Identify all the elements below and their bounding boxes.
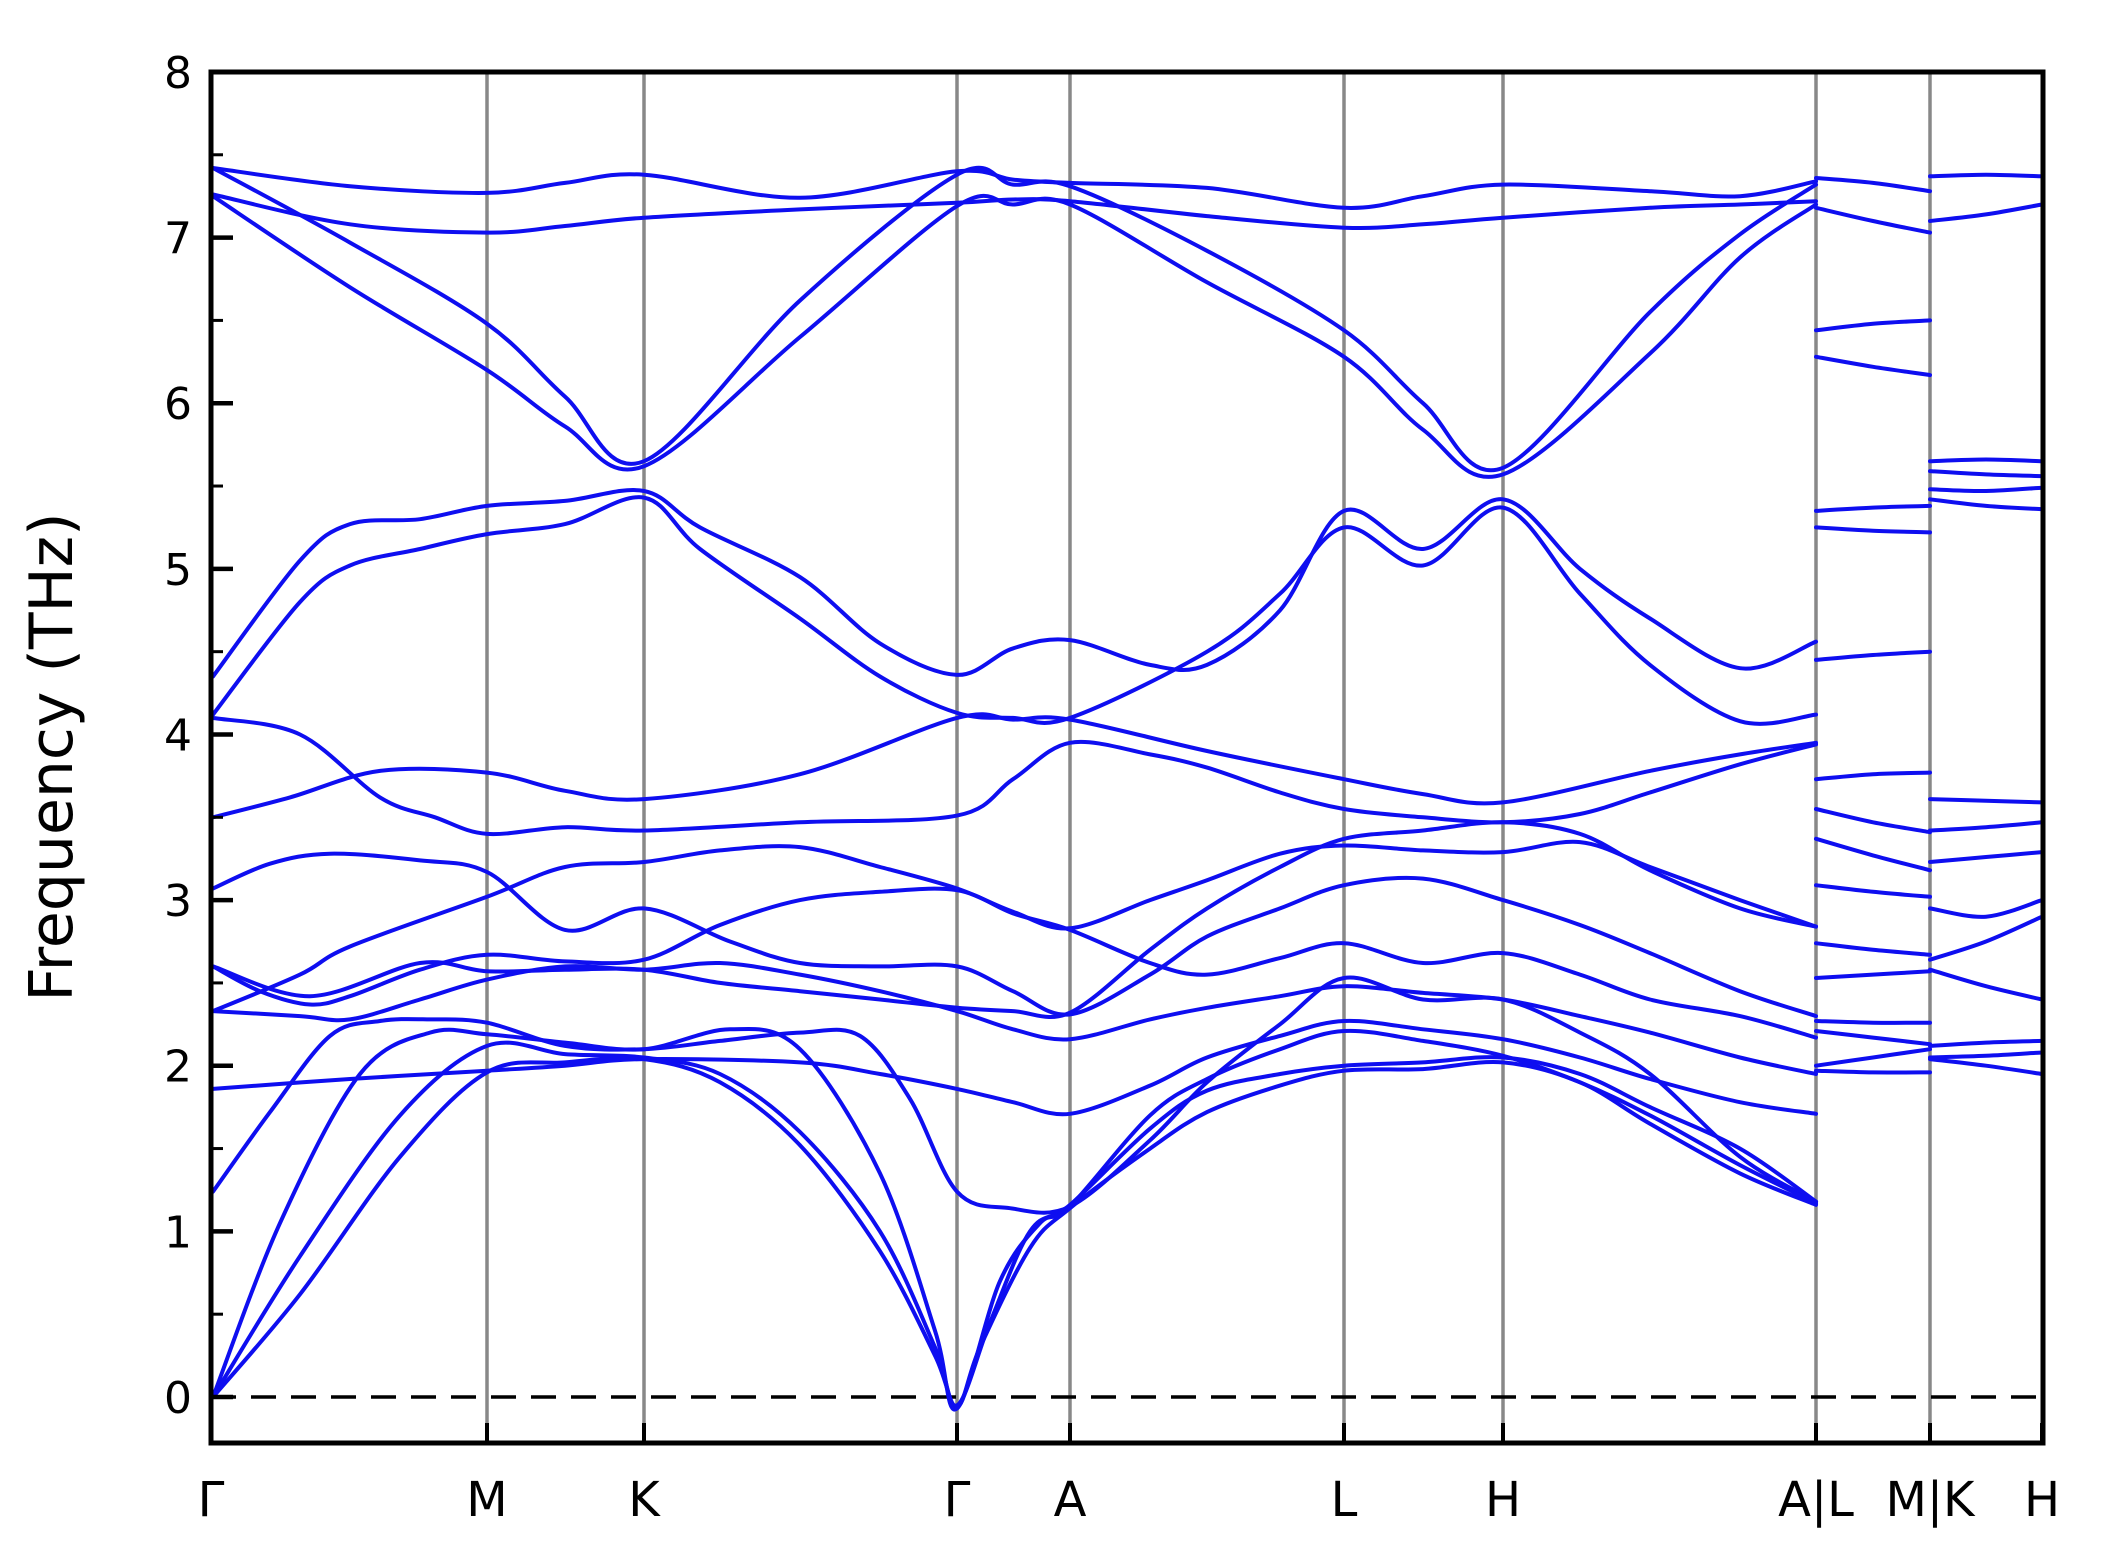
x-high-symmetry-label: H bbox=[2024, 1472, 2060, 1528]
phonon-band-curve bbox=[211, 839, 1818, 1014]
x-high-symmetry-label: A bbox=[1054, 1472, 1087, 1528]
phonon-band-curve bbox=[1928, 914, 2044, 962]
phonon-band-curve bbox=[1928, 457, 2044, 464]
x-high-symmetry-label: Γ bbox=[944, 1472, 971, 1528]
y-tick-label: 4 bbox=[164, 710, 192, 761]
y-tick-labels: 0 1 2 3 4 5 6 7 8 bbox=[164, 48, 192, 1424]
phonon-band-curve bbox=[211, 166, 1818, 210]
y-tick-label: 5 bbox=[164, 545, 192, 596]
phonon-band-curve bbox=[1928, 797, 2044, 805]
y-tick-label: 8 bbox=[164, 48, 192, 99]
phonon-band-curve bbox=[1928, 1057, 2044, 1076]
phonon-band-curve bbox=[1814, 318, 1932, 333]
phonon-band-curve bbox=[1814, 1068, 1932, 1075]
phonon-band-curve bbox=[1928, 172, 2044, 179]
phonon-band-curve bbox=[1814, 176, 1932, 194]
phonon-band-curve bbox=[211, 192, 1818, 235]
axis-ticks bbox=[209, 69, 2044, 1443]
phonon-band-curve bbox=[1814, 941, 1932, 957]
phonon-band-curve bbox=[211, 194, 1818, 479]
x-high-symmetry-label: H bbox=[1485, 1472, 1521, 1528]
y-tick-label: 7 bbox=[164, 214, 192, 265]
phonon-band-curve bbox=[1814, 354, 1932, 378]
phonon-band-curve bbox=[211, 1027, 1818, 1412]
phonon-band-curve bbox=[1928, 485, 2044, 494]
phonon-band-curve bbox=[1928, 820, 2044, 833]
phonon-band-curve bbox=[211, 975, 1818, 1215]
phonon-band-curve bbox=[1814, 503, 1932, 513]
y-axis-title: Frequency (THz) bbox=[17, 512, 87, 1001]
x-high-symmetry-label: M|K bbox=[1885, 1472, 1976, 1528]
phonon-band-curve bbox=[1928, 1038, 2044, 1048]
y-tick-label: 1 bbox=[164, 1207, 192, 1258]
phonon-band-curve bbox=[1814, 1019, 1932, 1025]
phonon-band-curve bbox=[211, 960, 1818, 1076]
phonon-band-curve bbox=[211, 1055, 1818, 1409]
y-tick-label: 2 bbox=[164, 1042, 192, 1093]
phonon-band-curve bbox=[211, 851, 1818, 1019]
phonon-band-curve bbox=[1814, 969, 1932, 980]
phonon-band-curve bbox=[211, 488, 1818, 679]
phonon-band-curve bbox=[1814, 770, 1932, 782]
phonon-band-curve bbox=[1814, 649, 1932, 662]
phonon-band-curve bbox=[211, 495, 1818, 726]
phonon-band-curve bbox=[211, 165, 1818, 473]
phonon-band-curve bbox=[1928, 850, 2044, 864]
phonon-band-curve bbox=[1928, 967, 2044, 1002]
phonon-band-curve bbox=[211, 1018, 1818, 1117]
y-tick-label: 0 bbox=[164, 1373, 192, 1424]
phonon-band-curve bbox=[1814, 836, 1932, 873]
phonon-band-curve bbox=[1814, 525, 1932, 535]
phonon-band-curve bbox=[211, 715, 1818, 837]
phonon-band-curve bbox=[211, 712, 1818, 820]
phonon-band-curve bbox=[1814, 1047, 1932, 1068]
phonon-band-curve bbox=[1814, 883, 1932, 899]
plot-border bbox=[208, 69, 2046, 1446]
x-axis-high-symmetry-labels: Γ M K Γ A L H A|L M|K H bbox=[198, 1472, 2060, 1528]
phonon-band-curve bbox=[1928, 469, 2044, 479]
phonon-band-curve bbox=[1928, 202, 2044, 223]
phonon-band-curve bbox=[211, 886, 1818, 1040]
phonon-band-curve bbox=[1928, 1050, 2044, 1060]
phonon-band-curve bbox=[1928, 497, 2044, 512]
x-high-symmetry-label: Γ bbox=[198, 1472, 225, 1528]
phonon-band-curve bbox=[1928, 898, 2044, 919]
x-high-symmetry-label: L bbox=[1331, 1472, 1358, 1528]
x-high-symmetry-label: M bbox=[466, 1472, 507, 1528]
phonon-dispersion-curves bbox=[211, 165, 2044, 1412]
gridlines bbox=[485, 72, 1932, 1443]
phonon-band-curve bbox=[211, 820, 1818, 1019]
y-tick-label: 3 bbox=[164, 876, 192, 927]
x-high-symmetry-label: K bbox=[628, 1472, 661, 1528]
phonon-band-curve bbox=[1814, 1029, 1932, 1047]
phonon-band-curve bbox=[1814, 205, 1932, 235]
phonon-band-curve bbox=[1814, 807, 1932, 835]
y-tick-label: 6 bbox=[164, 379, 192, 430]
x-high-symmetry-label: A|L bbox=[1778, 1472, 1854, 1528]
axes-frame bbox=[208, 69, 2046, 1446]
